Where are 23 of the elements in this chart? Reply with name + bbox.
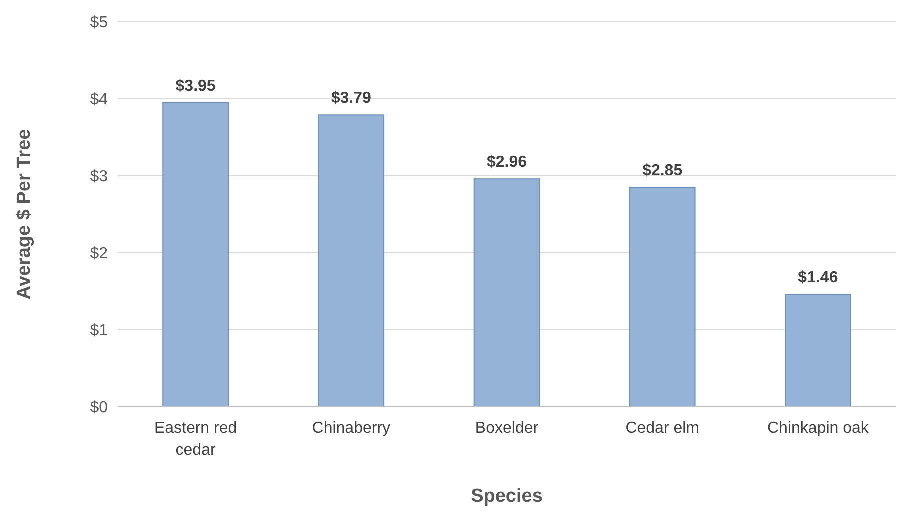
bar (785, 294, 852, 408)
x-tick-label: Boxelder (475, 420, 540, 437)
data-label: $1.46 (798, 270, 838, 287)
x-axis-title: Species (471, 486, 543, 507)
bar (318, 114, 385, 408)
y-tick-label: $2 (90, 246, 108, 263)
x-tick-label: Eastern red cedar (154, 420, 238, 459)
y-tick-label: $5 (90, 14, 108, 32)
bar (162, 102, 229, 408)
y-axis-title: Average $ Per Tree (14, 129, 35, 300)
y-tick-label: $3 (90, 168, 108, 186)
data-label: $2.85 (642, 162, 683, 180)
y-tick-label: $0 (90, 400, 108, 417)
data-label: $3.95 (176, 78, 216, 95)
y-tick-label: $4 (90, 92, 108, 109)
bar (629, 187, 696, 408)
bar (474, 178, 540, 408)
data-label: $3.79 (331, 90, 372, 108)
y-tick-label: $1 (90, 322, 108, 340)
x-tick-label: Chinaberry (312, 420, 391, 437)
data-label: $2.96 (486, 154, 528, 172)
x-tick-label: Cedar elm (626, 420, 700, 437)
x-tick-label: Chinkapin oak (767, 420, 870, 437)
